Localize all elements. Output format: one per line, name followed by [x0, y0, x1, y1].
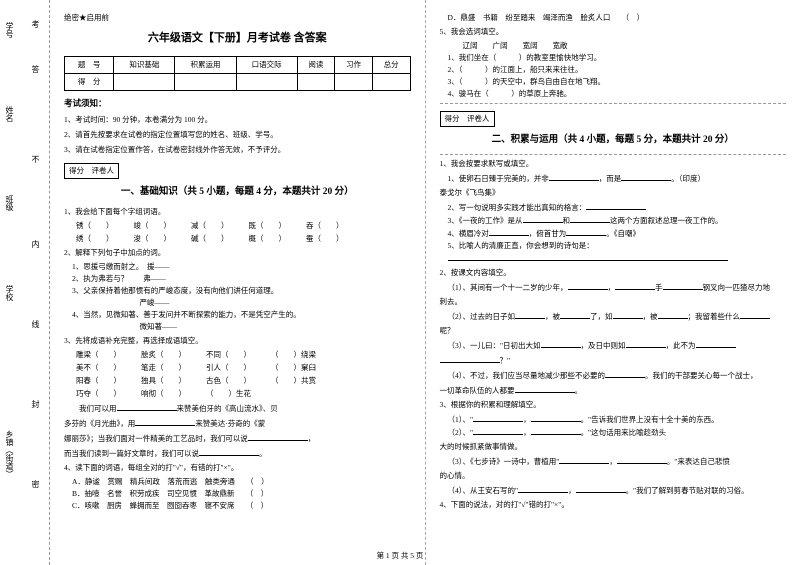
q5: 5、我会选词填空。: [440, 26, 787, 38]
notice-title: 考试须知：: [64, 97, 411, 111]
q2-4: 4、当然，见微知著、善于发问并不断探索的能力，不是凭空产生的。: [72, 309, 411, 321]
spine-label-town: 乡镇（街道）: [4, 430, 15, 478]
q6: 1、我会按要求默写或填空。: [440, 158, 787, 170]
q6-1: 1、使卵石日臻于完美的，并非，而是。（印度）: [448, 172, 787, 185]
q5-1: 1、我们坐在（ ）的教室里愉快地学习。: [448, 52, 787, 64]
td-b3: [236, 73, 297, 90]
q8-4: （4）、从王安石写的"，。"我们了解到剪春节贴对联的习俗。: [448, 484, 787, 497]
q7-4: （4）、不过，我们应当尽量地减少那些不必要的。我们的干部要关心每一个战士，: [448, 369, 787, 382]
binding-spine: 学号 考 答 姓名 不 班级 内 学校 线 封 乡镇（街道） 密: [0, 0, 50, 565]
q5-3: 3、（ ）的天空中，群鸟自由自在地飞翔。: [448, 76, 787, 88]
anchor-kao: 考: [30, 20, 41, 28]
anchor-da: 答: [30, 65, 41, 73]
spine-label-id: 学号: [4, 22, 15, 38]
q6-5b: [448, 252, 787, 265]
q3-t4: 而当我们读到一篇好文章时，我们可以说。: [64, 447, 411, 460]
q3: 3、先将成语补充完整，再选择成语填空。: [64, 335, 411, 347]
th-6: 总分: [372, 56, 410, 73]
td-b5: [335, 73, 373, 90]
q8-3c: 的心情。: [440, 470, 787, 482]
q7-1: （1）、其间有一个十一二岁的少年，，手钢叉向一匹猹尽力地: [448, 281, 787, 294]
q8-2: （2）、"，。"这句话用来比喻趁劲头: [448, 426, 787, 439]
anchor-feng: 封: [30, 400, 41, 408]
q2-3b: 严峻——: [72, 297, 411, 309]
td-b1: [114, 73, 175, 90]
th-5: 习作: [335, 56, 373, 73]
q2-3: 3、父亲保持着他那惯有的严峻态度，没有向他们讲任何道理。: [72, 285, 411, 297]
td-b4: [297, 73, 335, 90]
td-score-label: 得 分: [65, 73, 114, 90]
anchor-mi: 密: [30, 480, 41, 488]
q5-2: 2、（ ）的江面上，船只来来往往。: [448, 64, 787, 76]
th-4: 阅读: [297, 56, 335, 73]
q5-4: 4、骏马在（ ）的草原上奔驰。: [448, 88, 787, 100]
q2: 2、解释下列句子中加点的词。: [64, 247, 411, 259]
q7-3c: ？": [440, 354, 787, 367]
td-b2: [175, 73, 236, 90]
right-column: D．鼎盛 书籍 纷至踏来 竭泽而渔 脍炙人口 （ ） 5、我会选词填空。 辽阔 …: [426, 0, 800, 565]
th-1: 知识基础: [114, 56, 175, 73]
q6-3: 3、《一夜的工作》是从和这两个方面叙述总理一夜工作的。: [448, 214, 787, 227]
q4: 4、读下面的词语，每组全对的打"√"，有错的打"×"。: [64, 462, 411, 474]
q3-r4: 巧夺（ ）响彻（ ）（ ）生花: [76, 388, 411, 400]
q3-r2: 美不（ ）笔走（ ）引人（ ）（ ）窠臼: [76, 362, 411, 374]
th-2: 积累运用: [175, 56, 236, 73]
q4-c: C．咳嗽 厨房 蜂拥而至 囫囵吞枣 寝不安席 （ ）: [72, 500, 411, 512]
q7-4b: 一切革命队伍的人都要。: [440, 384, 787, 397]
section-box-1: 得分 评卷人: [64, 163, 119, 179]
secret-mark: 绝密★启用前: [64, 12, 411, 24]
left-column: 绝密★启用前 六年级语文【下册】月考试卷 含答案 题 号 知识基础 积累运用 口…: [50, 0, 426, 565]
q2-4b: 微知著——: [72, 321, 411, 333]
q1-row2: 绣（ ） 浚（ ） 碱（ ） 概（ ） 蚕（ ）: [76, 233, 411, 245]
q7: 2、按课文内容填空。: [440, 267, 787, 279]
q8-3: （3）、《七步诗》一诗中，曹植用"，。"来表达自己悲愤: [448, 455, 787, 468]
q3-r3: 阳春（ ）独具（ ）古色（ ）（ ）共赏: [76, 375, 411, 387]
q5-words: 辽阔 广阔 宽阔 宽敞: [448, 40, 787, 52]
q9: 4、下面的说法，对的打"√"错的打"×"。: [440, 499, 787, 511]
spine-label-class: 班级: [4, 195, 15, 211]
q6-5: 5、比喻人的清廉正直，你会想到的诗句是：: [448, 240, 787, 252]
q8-2c: 大的时候抓紧做事情做。: [440, 441, 787, 453]
th-num: 题 号: [65, 56, 114, 73]
q3-r1: 雕梁（ ）脍炙（ ）不同（ ）（ ）绕梁: [76, 349, 411, 361]
q1: 1、我会给下面每个字组词语。: [64, 206, 411, 218]
th-3: 口语交际: [236, 56, 297, 73]
q3-t3: 娜丽莎》；当我们面对一件精美的工艺品时，我们可以说，: [64, 432, 411, 445]
q4-a: A．静谧 赏赐 精兵间政 落荒而逃 触类旁通 （ ）: [72, 476, 411, 488]
page-footer: 第 1 页 共 5 页: [0, 550, 800, 561]
q2-1: 1、思援弓缴而射之。 援——: [72, 261, 411, 273]
spine-label-school: 学校: [4, 285, 15, 301]
anchor-xian: 线: [30, 320, 41, 328]
q6-2: 2、写一句说明多实践才能出真知的格言：: [448, 201, 787, 214]
q4-b: B．抽噎 名誉 积劳成疾 司空见惯 革故鼎新 （ ）: [72, 488, 411, 500]
notice-1: 1、考试时间：90 分钟，本卷满分为 100 分。: [64, 114, 411, 126]
q6-4: 4、横眉冷对，俯首甘为。《自嘲》: [448, 227, 787, 240]
q3-t2: 多芬的《月光曲》，用来赞美达·芬奇的《蒙: [64, 417, 411, 430]
anchor-bu: 不: [30, 155, 41, 163]
section-box-2: 得分 评卷人: [440, 111, 495, 127]
notice-2: 2、请首先按要求在试卷的指定位置填写您的姓名、班级、学号。: [64, 129, 411, 141]
q1-row1: 锈（ ） 竣（ ） 减（ ） 既（ ） 吞（ ）: [76, 220, 411, 232]
q2-2: 2、执为弗若与？ 弗——: [72, 273, 411, 285]
q7-3: （3）、一儿曰："日初出大如，及日中则如，此不为: [448, 339, 787, 352]
q4-d: D．鼎盛 书籍 纷至踏来 竭泽而渔 脍炙人口 （ ）: [448, 12, 787, 24]
q7-1d: 刺去。: [440, 296, 787, 308]
td-b6: [372, 73, 410, 90]
section-1-title: 一、基础知识（共 5 小题，每题 4 分，本题共计 20 分）: [64, 185, 411, 200]
score-table: 题 号 知识基础 积累运用 口语交际 阅读 习作 总分 得 分: [64, 56, 411, 91]
q8: 3、根据你的积累和理解填空。: [440, 399, 787, 411]
q7-2: （2）、过去的日子如，被了，如，被；我留着些什么: [448, 310, 787, 323]
section-2-title: 二、积累与运用（共 4 小题，每题 5 分，本题共计 20 分）: [440, 133, 787, 148]
q7-2e: 呢？: [440, 325, 787, 337]
q8-1: （1）、"，。"告诉我们世界上没有十全十美的东西。: [448, 413, 787, 426]
spine-label-name: 姓名: [4, 106, 15, 122]
notice-3: 3、请在试卷指定位置作答，在试卷密封线外作答无效，不予评分。: [64, 144, 411, 156]
anchor-nei: 内: [30, 240, 41, 248]
exam-title: 六年级语文【下册】月考试卷 含答案: [64, 30, 411, 48]
q3-t1: 我们可以用来赞美伯牙的《高山流水》、贝: [64, 402, 411, 415]
q6-1c: 泰戈尔《飞鸟集》: [440, 187, 787, 199]
